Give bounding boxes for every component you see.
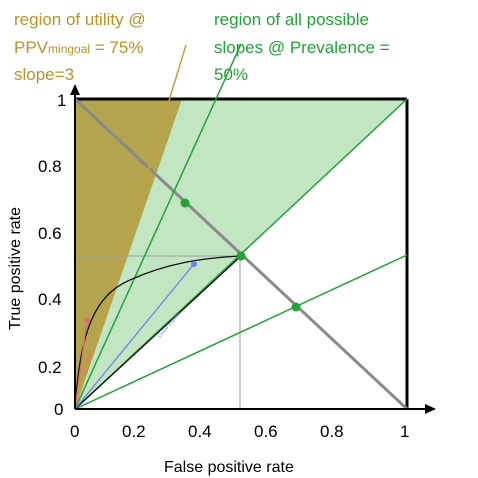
steep-intersection-point	[180, 198, 190, 208]
utility-boundary-line	[74, 44, 187, 410]
tangent-point	[236, 251, 246, 261]
y-tick-0.2: 0.2	[38, 358, 62, 377]
chord-to-tangent	[74, 255, 242, 410]
x-axis-arrow	[425, 404, 436, 414]
utility-region	[75, 99, 182, 409]
utility-annotation-line3: slope=3	[14, 65, 74, 84]
x-axis-title: False positive rate	[164, 459, 294, 476]
y-tick-0.4: 0.4	[38, 290, 62, 309]
blue-endpoint	[191, 261, 197, 267]
shallow-intersection-point	[291, 302, 301, 312]
x-tick-0.8: 0.8	[320, 422, 344, 441]
utility-annotation-line1: region of utility @	[14, 10, 146, 29]
slopes-annotation-line2: slopes @ Prevalence =	[214, 38, 390, 57]
x-tick-0: 0	[70, 422, 79, 441]
x-tick-1: 1	[400, 422, 409, 441]
green-line-shallow	[74, 254, 408, 410]
x-tick-0.2: 0.2	[122, 422, 146, 441]
y-axis-arrow	[70, 84, 80, 95]
red-endpoint	[84, 317, 90, 323]
utility-annotation-line2: PPVmingoal = 75%	[14, 38, 143, 57]
slopes-annotation-line1: region of all possible	[214, 10, 369, 29]
slopes-annotation-line3: 50%	[214, 65, 248, 84]
y-axis-title: True positive rate	[7, 207, 24, 330]
y-tick-0.6: 0.6	[38, 224, 62, 243]
roc-curve	[74, 255, 242, 410]
y-tick-0: 0	[54, 400, 63, 419]
y-tick-0.8: 0.8	[38, 157, 62, 176]
x-tick-0.6: 0.6	[254, 422, 278, 441]
x-tick-0.4: 0.4	[188, 422, 212, 441]
green-line-steep	[74, 43, 242, 410]
y-tick-1: 1	[57, 91, 66, 110]
blue-curve	[74, 263, 195, 410]
red-curve	[74, 319, 88, 410]
